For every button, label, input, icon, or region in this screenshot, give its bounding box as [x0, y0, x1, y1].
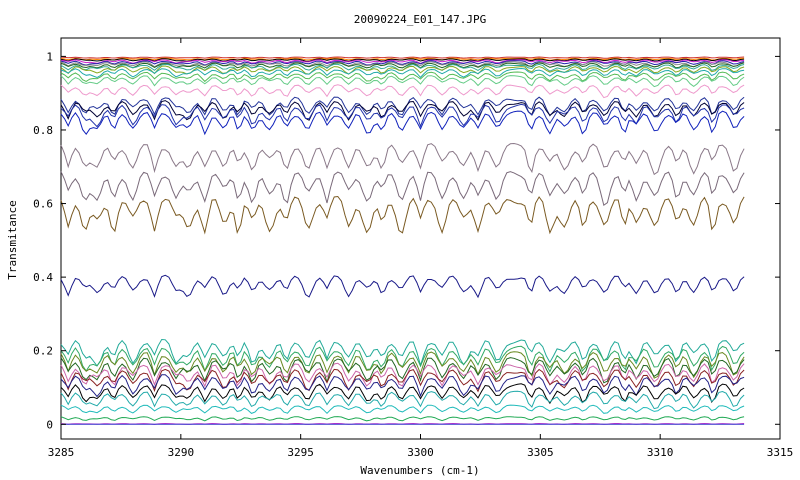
x-tick-label: 3295: [287, 446, 314, 459]
x-tick-label: 3305: [527, 446, 554, 459]
spectrum-line: [60, 60, 745, 66]
spectrum-line: [60, 357, 745, 384]
spectrum-line: [60, 110, 745, 136]
spectrum-line: [60, 100, 745, 121]
spectrum-line: [60, 274, 745, 299]
y-tick-label: 0: [46, 418, 53, 431]
y-tick-label: 0.8: [33, 124, 53, 137]
chart-title: 20090224_E01_147.JPG: [354, 13, 486, 26]
spectrum-line: [60, 195, 745, 235]
y-axis-label: Transmitance: [6, 200, 19, 279]
x-tick-label: 3315: [767, 446, 794, 459]
spectrum-line: [60, 96, 745, 117]
spectrum-line: [60, 61, 745, 68]
x-axis-label: Wavenumbers (cm-1): [360, 464, 479, 477]
spectrum-line: [60, 65, 745, 75]
spectrum-line: [60, 368, 745, 393]
spectrum-line: [60, 71, 745, 83]
spectrum-line: [60, 103, 745, 128]
spectrum-line: [60, 338, 745, 368]
spectrum-line: [60, 383, 745, 405]
spectrum-line: [60, 416, 745, 422]
spectrum-line: [60, 374, 745, 398]
spectrum-line: [60, 171, 745, 207]
y-tick-label: 0.2: [33, 345, 53, 358]
series-group: [60, 56, 745, 425]
spectrum-line: [60, 59, 745, 64]
spectrum-line: [60, 58, 745, 62]
spectrum-line: [60, 142, 745, 176]
x-tick-label: 3300: [407, 446, 434, 459]
spectrum-line: [60, 84, 745, 99]
spectrum-line: [60, 351, 745, 379]
spectrum-line: [60, 75, 745, 88]
x-axis-ticks: 3285 3290 3295 3300 3305 3310 3315: [48, 38, 794, 459]
y-tick-label: 0.4: [33, 271, 53, 284]
spectrum-line: [60, 67, 745, 79]
x-tick-label: 3285: [48, 446, 75, 459]
spectrum-line: [60, 362, 745, 388]
x-tick-label: 3290: [168, 446, 195, 459]
spectrum-line: [60, 390, 745, 410]
y-tick-label: 1: [46, 50, 53, 63]
x-tick-label: 3310: [647, 446, 674, 459]
y-tick-label: 0.6: [33, 198, 53, 211]
spectrum-line: [60, 56, 745, 59]
spectrum-line: [60, 404, 745, 415]
y-axis-ticks: 0 0.2 0.4 0.6 0.8 1: [33, 50, 780, 431]
